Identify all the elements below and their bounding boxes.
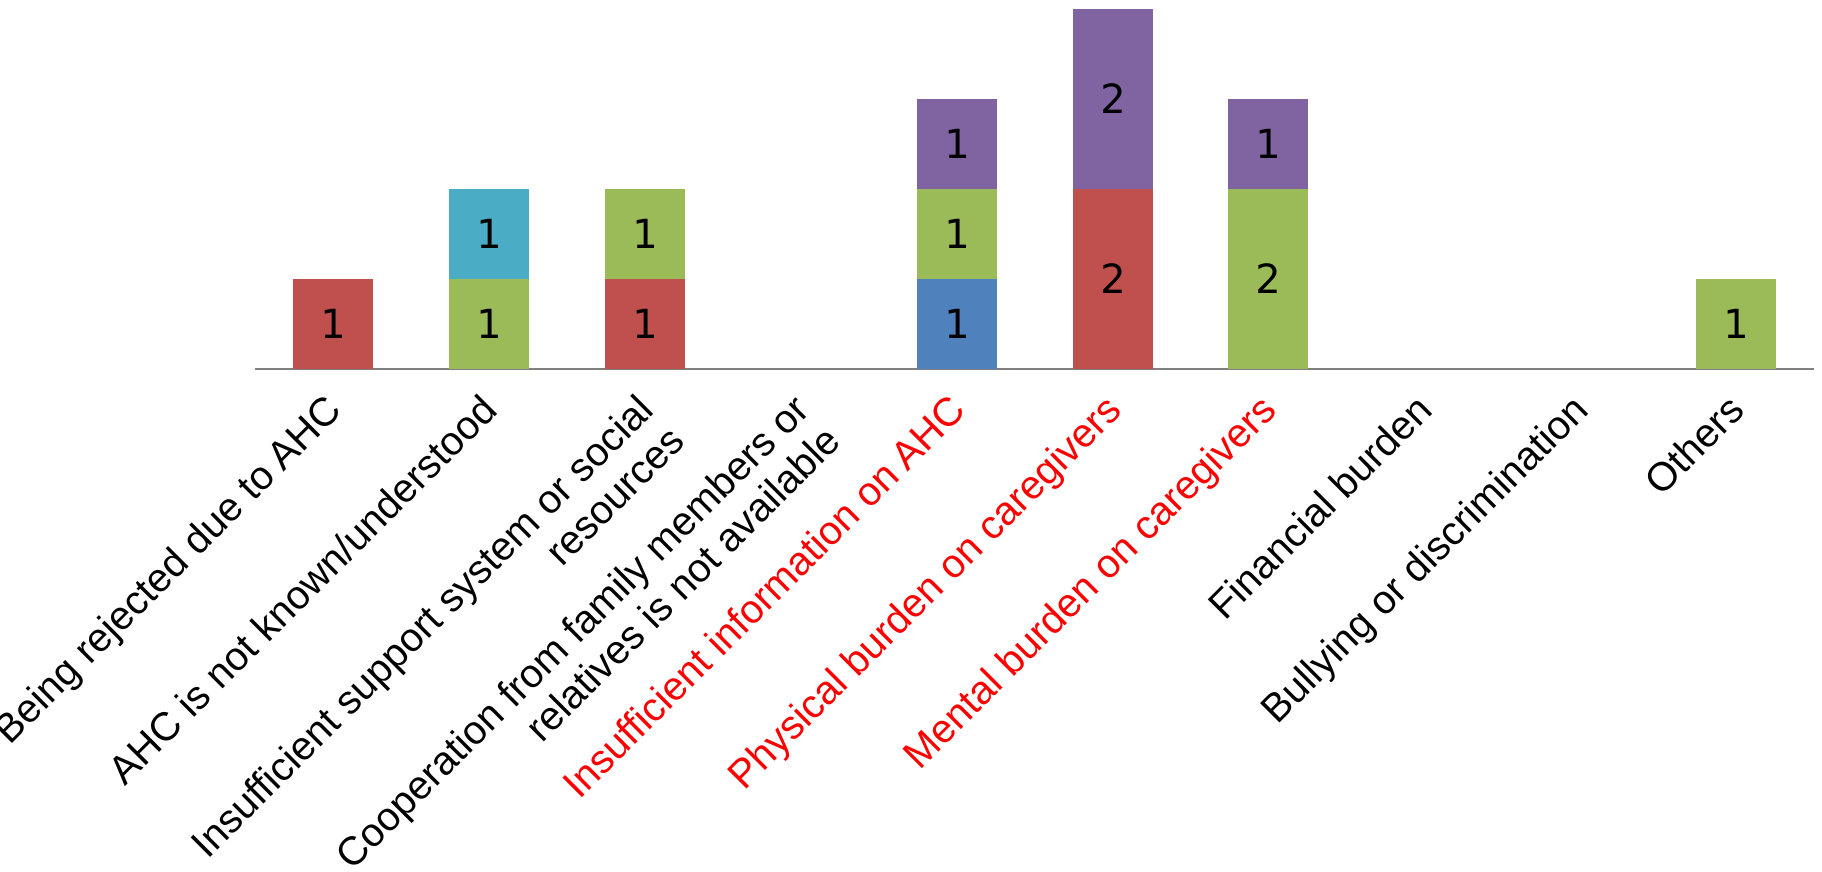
bar-value-label: 1 bbox=[632, 302, 657, 348]
bar-value-label: 1 bbox=[944, 302, 969, 348]
bar-segment bbox=[605, 189, 685, 279]
bar-segment bbox=[449, 279, 529, 369]
bar-value-label: 1 bbox=[944, 122, 969, 168]
bars-group: 1 1 1 1 1 1 1 1 2 2 2 1 1 bbox=[293, 9, 1776, 369]
bar-value-label: 1 bbox=[476, 302, 501, 348]
bar-value-label: 1 bbox=[632, 212, 657, 258]
svg-text:Others: Others bbox=[1636, 387, 1752, 503]
bar-value-label: 2 bbox=[1255, 257, 1280, 303]
bar-segment bbox=[1073, 189, 1153, 369]
bar-segment bbox=[917, 189, 997, 279]
category-label: Others bbox=[1636, 387, 1752, 503]
bar-segment bbox=[1696, 279, 1776, 369]
bar-value-label: 1 bbox=[1723, 302, 1748, 348]
bar-value-label: 2 bbox=[1100, 77, 1125, 123]
bar-segment bbox=[1228, 99, 1308, 189]
category-label: Bullying or discrimination bbox=[1252, 387, 1596, 731]
bar-segment bbox=[293, 279, 373, 369]
bar-segment bbox=[1228, 189, 1308, 369]
bar-value-label: 2 bbox=[1100, 257, 1125, 303]
bar-segment bbox=[605, 279, 685, 369]
bar-value-label: 1 bbox=[1255, 122, 1280, 168]
bar-segment bbox=[917, 279, 997, 369]
bar-value-label: 1 bbox=[476, 212, 501, 258]
bar-segment bbox=[917, 99, 997, 189]
bar-value-label: 1 bbox=[320, 302, 345, 348]
category-label-line: Bullying or discrimination bbox=[1252, 387, 1596, 731]
svg-text:Bullying or discrimination: Bullying or discrimination bbox=[1252, 387, 1596, 731]
bar-segment bbox=[449, 189, 529, 279]
bar-segment bbox=[1073, 9, 1153, 189]
bar-value-label: 1 bbox=[944, 212, 969, 258]
category-label-line: Others bbox=[1636, 387, 1752, 503]
